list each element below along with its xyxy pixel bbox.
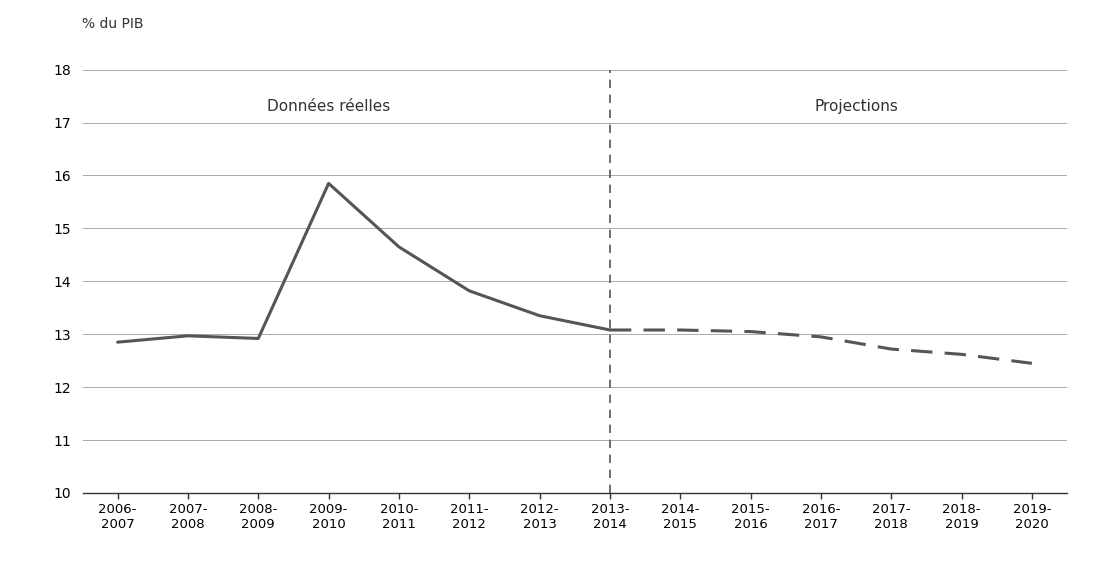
Text: Projections: Projections — [814, 99, 898, 114]
Text: % du PIB: % du PIB — [82, 17, 144, 31]
Text: Données réelles: Données réelles — [267, 99, 390, 114]
